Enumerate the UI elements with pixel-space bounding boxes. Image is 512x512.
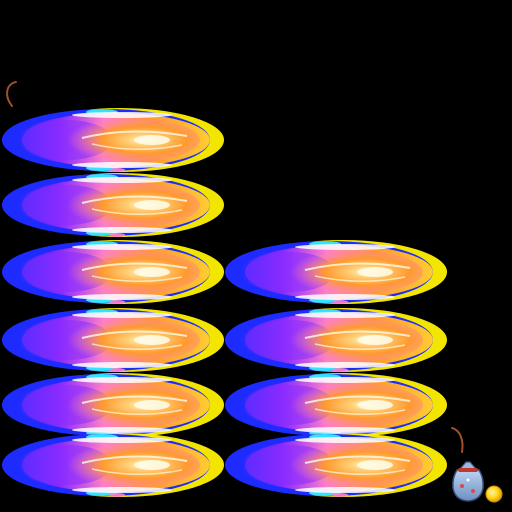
- flame-frame: [2, 373, 224, 437]
- flame-frame: [2, 240, 224, 304]
- flame-frame: [2, 433, 224, 497]
- flame-frame: [2, 308, 224, 372]
- flame-frames: [2, 108, 447, 497]
- fuse-mark-top-left: [6, 81, 17, 107]
- flame-frame: [225, 433, 447, 497]
- money-bag-icon: [451, 427, 484, 502]
- flame-frame: [225, 308, 447, 372]
- fuse-mark-bag: [451, 427, 464, 453]
- flame-frame: [225, 240, 447, 304]
- flame-frame: [2, 108, 224, 172]
- flame-frame: [2, 173, 224, 237]
- gold-coin-icon: [485, 485, 503, 503]
- flame-frame: [225, 373, 447, 437]
